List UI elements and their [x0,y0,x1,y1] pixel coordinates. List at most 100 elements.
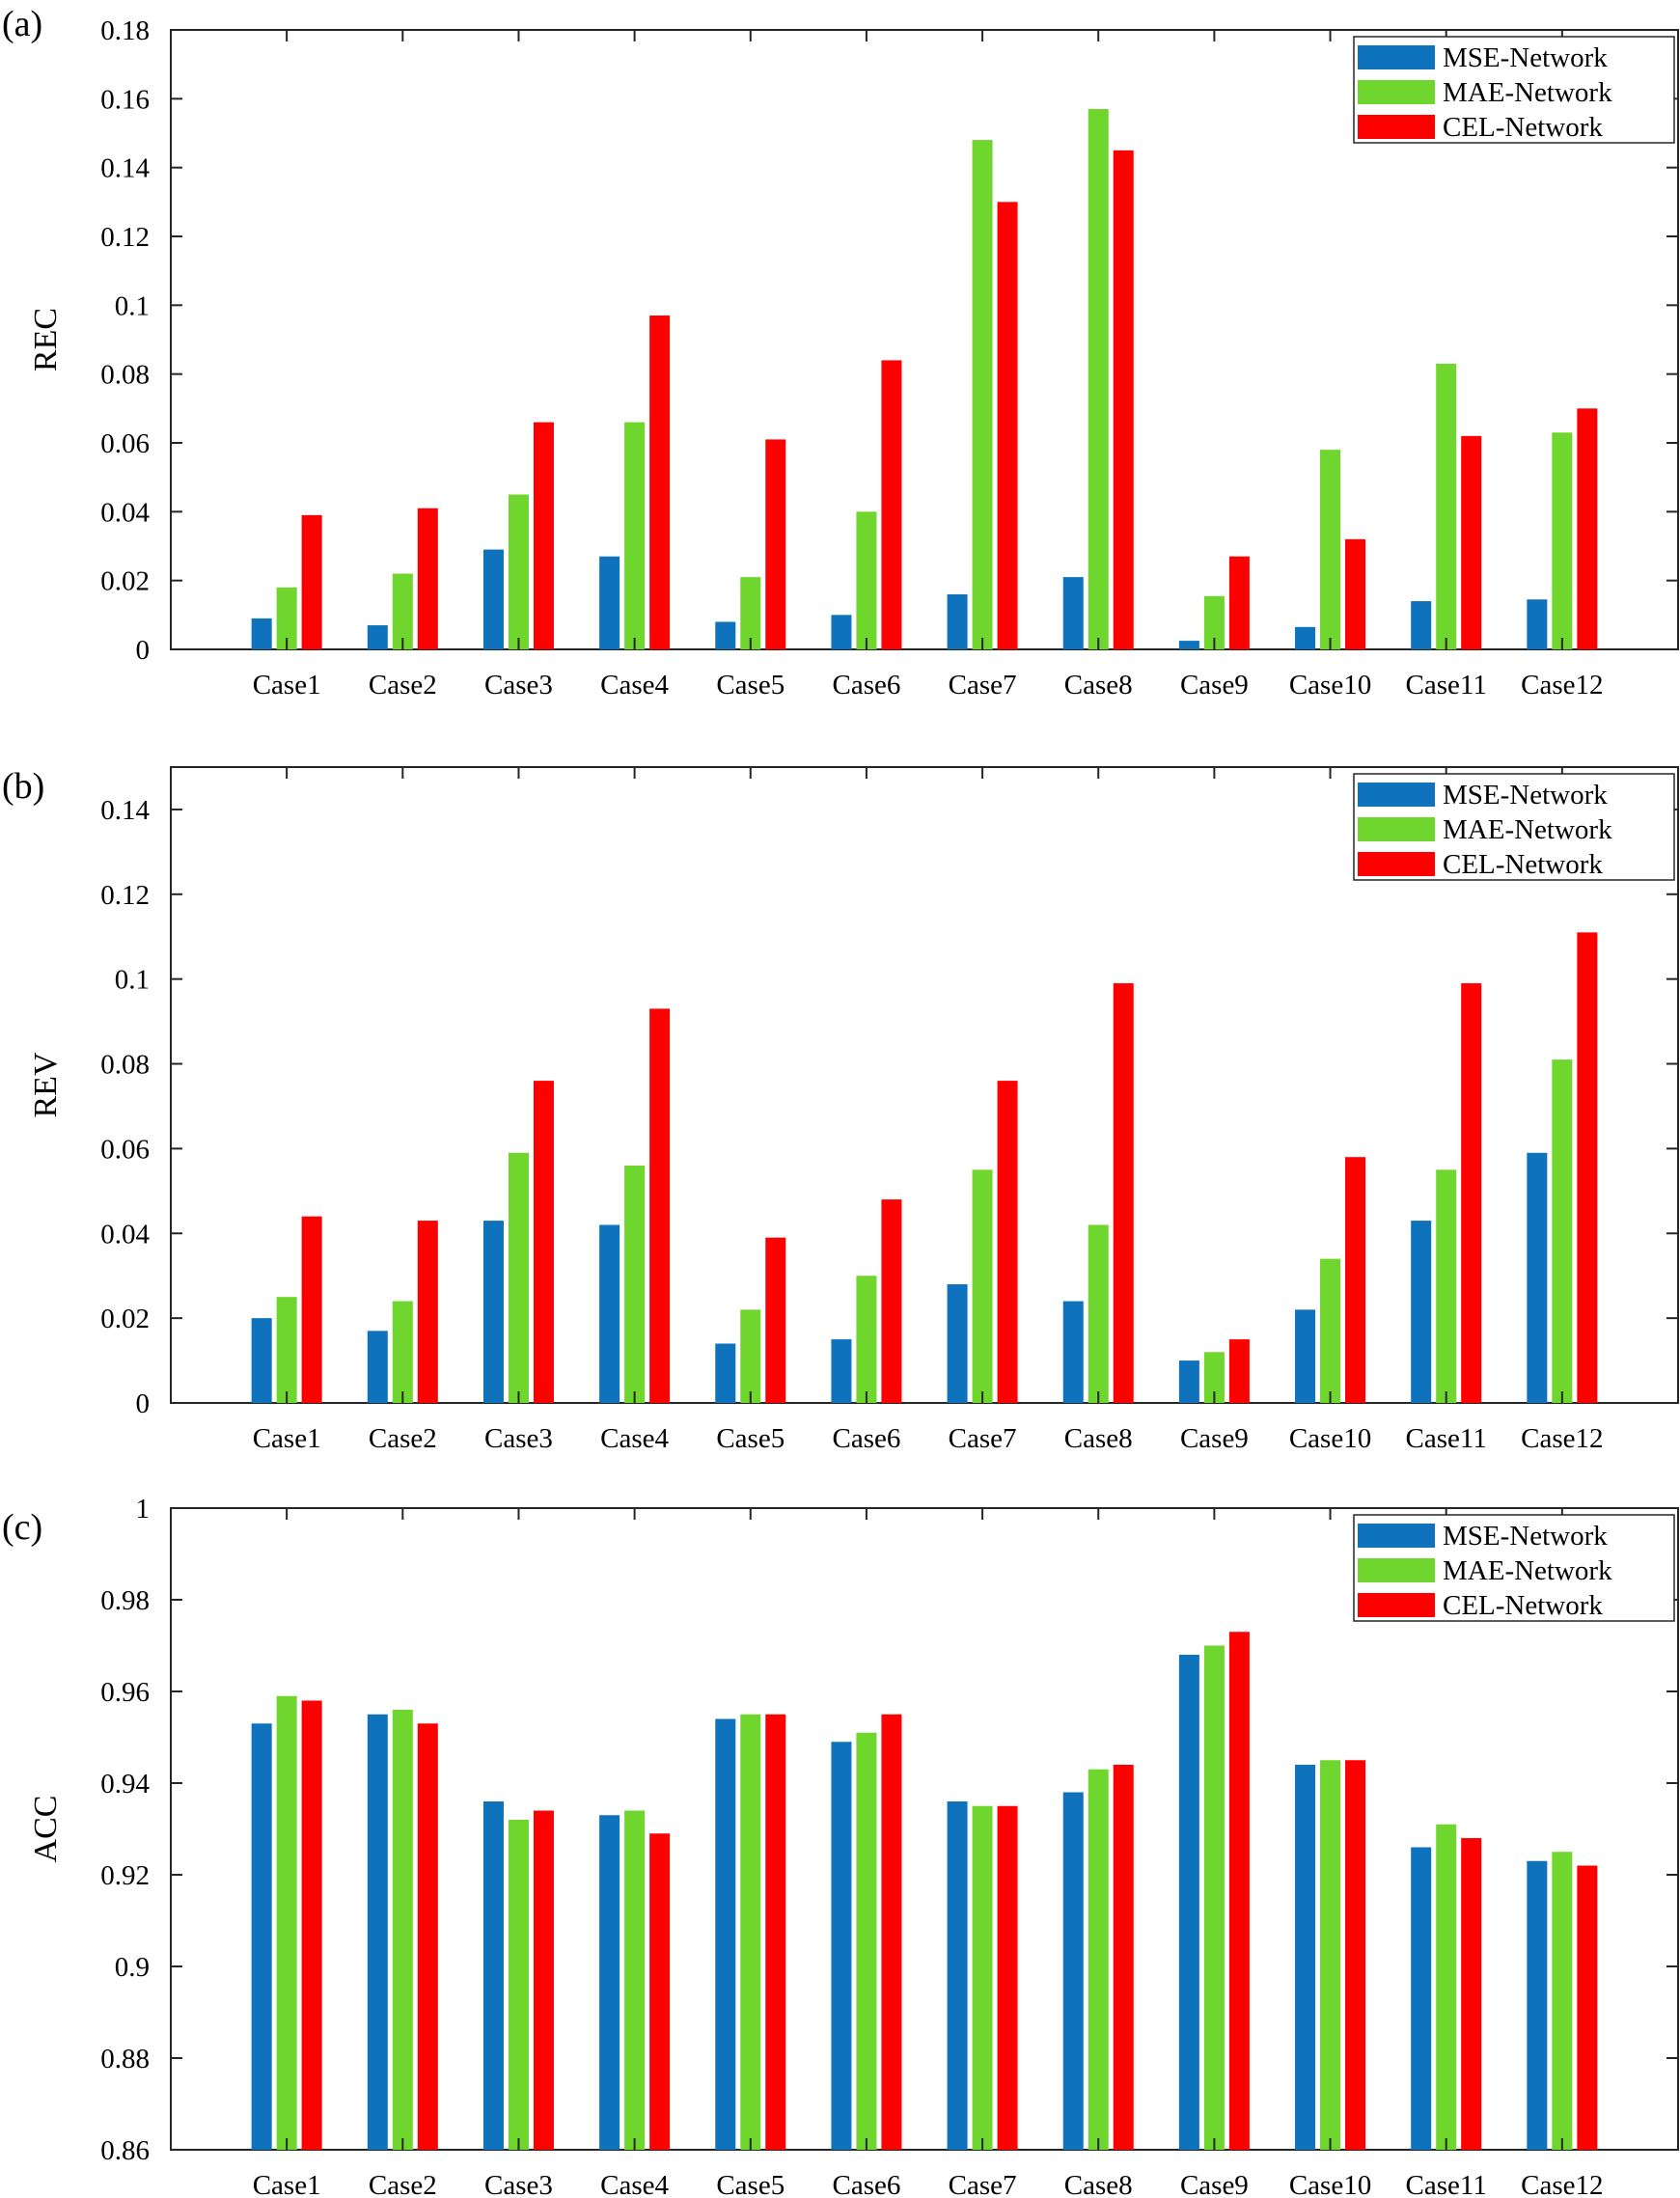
legend-swatch [1358,1524,1435,1548]
x-tick-label: Case5 [716,2170,785,2198]
bar-cel-network [765,439,786,649]
y-tick-label: 1 [136,1494,151,1525]
x-tick-label: Case8 [1064,1423,1133,1454]
bar-mse-network [1178,1655,1199,2150]
bar-mae-network [392,573,413,649]
bar-mse-network [1527,1860,1548,2150]
bar-cel-network [417,1723,438,2150]
x-tick-label: Case6 [832,1423,900,1454]
bar-cel-network [997,1081,1018,1403]
bar-mae-network [276,1695,297,2150]
bar-cel-network [533,1081,554,1403]
x-tick-label: Case4 [600,670,669,701]
bar-cel-network [997,1805,1018,2150]
x-tick-label: Case7 [949,2170,1017,2198]
bar-mae-network [972,1169,993,1403]
bar-mae-network [1088,1769,1109,2150]
bar-mae-network [1320,1258,1341,1403]
x-tick-label: Case3 [484,2170,553,2198]
legend-item-label: CEL-Network [1443,112,1603,143]
x-tick-label: Case9 [1180,670,1249,701]
x-tick-label: Case9 [1180,2170,1249,2198]
chart-panel-3: 0.86 0.88 0.9 0.92 0.94 0.96 0.98 1 Case1 Case2 Ca… [2,1494,1679,2198]
y-tick-label: 0.08 [100,360,150,391]
y-tick-label: 0 [136,635,151,666]
bar-cel-network [301,1700,322,2150]
bar-mae-network [624,1165,646,1403]
bar-cel-network [1228,1632,1250,2150]
panel-label: (a) [2,4,42,44]
bar-cel-network [881,1199,902,1403]
bar-cel-network [1345,1157,1366,1403]
y-tick-label: 0.04 [100,497,150,528]
bar-cel-network [1461,983,1482,1403]
y-tick-label: 0.12 [100,222,150,253]
bar-mse-network [1178,1360,1199,1403]
bar-mse-network [1295,626,1316,649]
x-tick-label: Case9 [1180,1423,1249,1454]
bar-mse-network [715,621,736,649]
bar-cel-network [301,1216,322,1403]
x-tick-label: Case10 [1289,1423,1371,1454]
bar-mae-network [276,587,297,649]
bar-mae-network [972,140,993,650]
bar-cel-network [649,316,671,649]
bar-cel-network [1461,1838,1482,2150]
legend-item-label: MAE-Network [1443,1555,1612,1586]
bar-mae-network [1203,1352,1225,1403]
y-axis-label: REC [28,308,64,371]
x-tick-label: Case12 [1521,670,1603,701]
bar-cel-network [1461,435,1482,649]
y-tick-label: 0.1 [115,965,150,996]
x-tick-label: Case2 [369,2170,437,2198]
x-tick-label: Case6 [832,2170,900,2198]
bar-mae-network [1552,432,1573,649]
legend-item-label: MSE-Network [1443,42,1608,73]
x-tick-label: Case10 [1289,670,1371,701]
bar-mse-network [947,1283,968,1403]
bar-mse-network [1178,641,1199,649]
bar-cel-network [997,202,1018,650]
bar-mae-network [856,511,877,649]
x-tick-label: Case12 [1521,2170,1603,2198]
bar-cel-network [1577,1865,1598,2150]
y-tick-label: 0.96 [100,1677,150,1708]
bar-mse-network [599,1815,620,2150]
x-tick-label: Case1 [253,1423,321,1454]
legend-swatch [1358,45,1435,69]
y-axis-label: REV [28,1052,64,1117]
legend-item-label: MAE-Network [1443,814,1612,845]
bar-cel-network [301,514,322,649]
x-tick-label: Case4 [600,1423,669,1454]
x-tick-label: Case8 [1064,2170,1133,2198]
legend-swatch [1358,817,1435,841]
bar-mae-network [1088,109,1109,650]
bar-cel-network [533,1810,554,2150]
bar-mae-network [508,1152,529,1403]
x-tick-label: Case4 [600,2170,669,2198]
bar-mse-network [831,1339,852,1403]
bar-cel-network [765,1714,786,2150]
bar-mae-network [1436,363,1457,649]
bar-mae-network [1552,1059,1573,1403]
y-axis-label: ACC [28,1796,64,1863]
bar-mae-network [1203,1645,1225,2150]
bar-mse-network [1062,1792,1084,2150]
bar-mse-network [1411,601,1432,649]
bar-mae-network [740,1309,761,1403]
y-tick-label: 0.06 [100,1134,150,1165]
bar-mse-network [251,1318,272,1403]
legend-swatch [1358,783,1435,807]
bar-mse-network [1527,599,1548,649]
chart-panel-1: 0 0.02 0.04 0.06 0.08 0.1 0.12 0.14 0.16 0.18 Case… [2,4,1679,701]
legend-swatch [1358,115,1435,139]
y-tick-label: 0.18 [100,15,150,46]
bar-cel-network [1577,932,1598,1403]
bar-cel-network [649,1008,671,1403]
bar-mae-network [740,1714,761,2150]
x-tick-label: Case11 [1406,670,1487,701]
bar-cel-network [1113,983,1134,1403]
